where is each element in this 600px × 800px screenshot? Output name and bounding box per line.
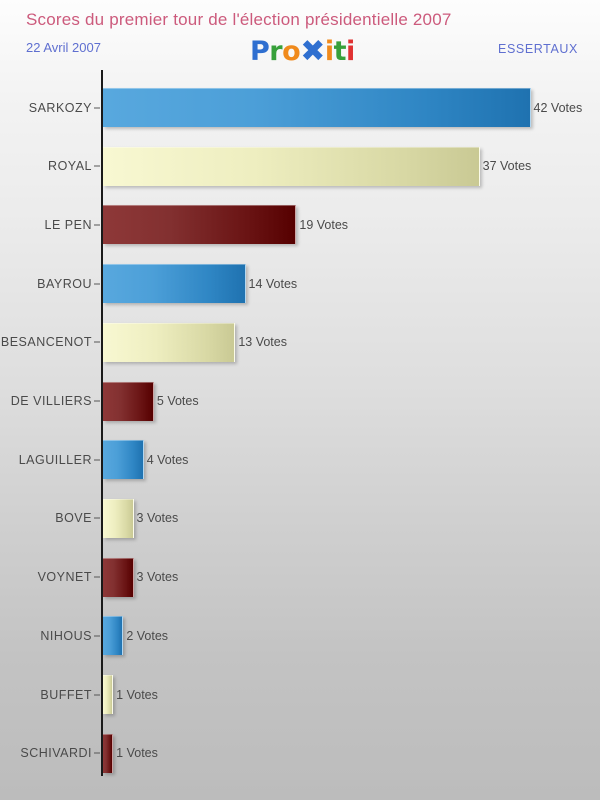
bar-category-label: SCHIVARDI [20, 746, 92, 761]
axis-tick-mark [94, 459, 100, 461]
bar-row[interactable]: SARKOZY 42 Votes [0, 88, 600, 127]
bar-value-label: 13 Votes [238, 335, 287, 350]
bar-rect[interactable] [103, 146, 480, 186]
bar-row[interactable]: LAGUILLER 4 Votes [0, 440, 600, 480]
bar-row[interactable]: BOVE 3 Votes [0, 498, 600, 538]
logo-letter-5: t [333, 36, 347, 67]
bar-category-label: LE PEN [44, 217, 92, 232]
bar-value-label: 5 Votes [156, 394, 199, 408]
axis-tick-mark [94, 400, 100, 402]
bar-rect[interactable] [103, 616, 124, 656]
axis-tick-mark [94, 165, 100, 167]
logo-letter-4: i [324, 36, 334, 67]
bar-rect[interactable] [103, 557, 134, 597]
bar-row[interactable]: BESANCENOT 13 Votes [0, 322, 600, 362]
axis-tick-mark [94, 752, 100, 754]
bar-row[interactable]: ROYAL 37 Votes [0, 146, 600, 186]
bar-rect[interactable] [103, 733, 114, 773]
bar-rect[interactable] [103, 205, 297, 245]
bar-value-label: 3 Votes [136, 511, 179, 526]
bar-value-label: 19 Votes [299, 217, 349, 232]
bar-row[interactable]: NIHOUS 2 Votes [0, 616, 600, 656]
bar-category-label: SARKOZY [28, 100, 92, 115]
bar-row[interactable]: VOYNET 3 Votes [0, 557, 600, 597]
axis-tick-mark [94, 694, 100, 695]
bar-category-label: NIHOUS [40, 628, 92, 643]
logo-letter-0: P [250, 36, 270, 67]
logo-letter-2: o [282, 36, 301, 67]
bar-row[interactable]: DE VILLIERS 5 Votes [0, 381, 600, 421]
bar-category-label: BESANCENOT [0, 335, 92, 350]
bar-row[interactable]: BAYROU 14 Votes [0, 264, 600, 304]
axis-tick-mark [94, 107, 100, 108]
bar-row[interactable]: SCHIVARDI 1 Votes [0, 733, 600, 773]
axis-tick-mark [94, 224, 100, 226]
bar-category-label: BUFFET [40, 687, 92, 702]
bar-category-label: LAGUILLER [18, 452, 92, 467]
bar-category-label: BOVE [55, 511, 92, 526]
bar-rect[interactable] [103, 88, 531, 127]
axis-tick-mark [94, 341, 100, 343]
bar-value-label: 3 Votes [136, 570, 179, 585]
bar-rect[interactable] [103, 675, 114, 714]
bar-value-label: 2 Votes [126, 628, 169, 643]
bar-row[interactable]: BUFFET 1 Votes [0, 675, 600, 714]
bar-value-label: 1 Votes [116, 746, 158, 761]
bar-rect[interactable] [103, 498, 134, 538]
bar-value-label: 42 Votes [533, 100, 583, 115]
axis-tick-mark [94, 635, 100, 637]
bar-value-label: 4 Votes [146, 452, 189, 467]
bar-value-label: 37 Votes [482, 159, 532, 174]
bar-value-label: 14 Votes [248, 276, 298, 291]
chart-location-label: ESSERTAUX [498, 42, 578, 56]
category-axis-line [101, 70, 103, 776]
bar-rect[interactable] [103, 322, 236, 362]
logo-letter-3: ✖ [300, 34, 325, 69]
bar-category-label: ROYAL [48, 159, 92, 174]
chart-title: Scores du premier tour de l'élection pré… [26, 10, 452, 29]
axis-tick-mark [94, 576, 100, 578]
bar-category-label: DE VILLIERS [10, 394, 92, 408]
logo-letter-1: r [269, 36, 283, 67]
bar-row[interactable]: LE PEN 19 Votes [0, 205, 600, 245]
logo-letter-6: i [346, 36, 355, 67]
proxiti-logo[interactable]: Pro✖iti [250, 34, 355, 69]
chart-subtitle-date: 22 Avril 2007 [26, 40, 101, 55]
bar-value-label: 1 Votes [116, 687, 158, 702]
bar-rect[interactable] [103, 381, 154, 421]
bar-category-label: VOYNET [37, 570, 92, 585]
bar-rect[interactable] [103, 264, 246, 304]
bar-rect[interactable] [103, 440, 144, 480]
bar-category-label: BAYROU [37, 276, 92, 291]
axis-tick-mark [94, 283, 100, 285]
axis-tick-mark [94, 517, 100, 519]
